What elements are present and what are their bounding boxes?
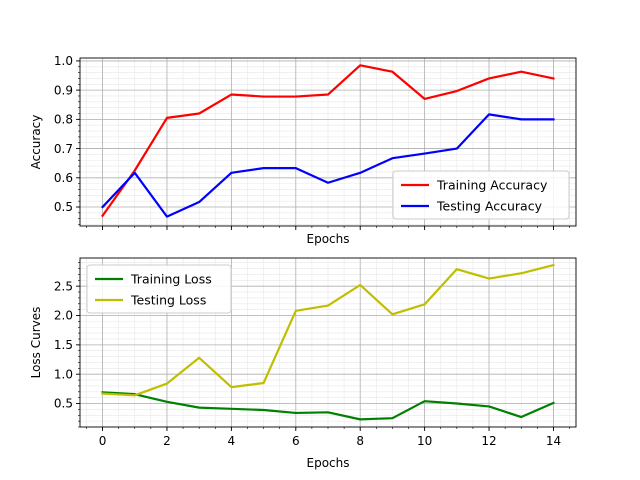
loss-chart: 0.5 1.0 1.5 2.0 2.5 0 2 4 6 8 10 12 14 Epochs Loss Cur… bbox=[29, 257, 577, 470]
legend-label-testing-loss: Testing Loss bbox=[130, 293, 206, 308]
y-axis-label: Accuracy bbox=[29, 115, 43, 170]
x-tick-label: 8 bbox=[356, 434, 364, 448]
series-line-training-accuracy bbox=[101, 64, 555, 218]
x-tick-label: 14 bbox=[546, 434, 561, 448]
series-line-testing-loss bbox=[101, 263, 555, 397]
series-line-training-loss bbox=[101, 391, 555, 421]
x-tick-label: 6 bbox=[292, 434, 300, 448]
y-tick-label: 1.0 bbox=[54, 367, 73, 381]
y-tick-label: 2.5 bbox=[54, 279, 73, 293]
x-tick-label: 0 bbox=[99, 434, 107, 448]
y-axis: 0.5 0.6 0.7 0.8 0.9 1.0 bbox=[54, 54, 80, 225]
y-axis: 0.5 1.0 1.5 2.0 2.5 bbox=[54, 262, 80, 428]
series-group bbox=[101, 263, 555, 421]
x-axis-label: Epochs bbox=[307, 456, 350, 470]
y-tick-label: 1.0 bbox=[54, 54, 73, 68]
x-axis bbox=[86, 226, 570, 230]
x-tick-label: 2 bbox=[163, 434, 171, 448]
series-group bbox=[100, 64, 555, 218]
x-tick-label: 4 bbox=[228, 434, 236, 448]
y-tick-label: 1.5 bbox=[54, 338, 73, 352]
legend-label-testing-accuracy: Testing Accuracy bbox=[436, 199, 543, 214]
y-tick-label: 0.7 bbox=[54, 142, 73, 156]
x-axis-label: Epochs bbox=[307, 232, 350, 246]
legend: Training Accuracy Testing Accuracy bbox=[392, 170, 570, 220]
series-line-testing-accuracy bbox=[100, 113, 555, 218]
legend: Training Loss Testing Loss bbox=[86, 264, 232, 314]
y-tick-label: 0.5 bbox=[54, 200, 73, 214]
x-axis: 0 2 4 6 8 10 12 14 bbox=[86, 427, 570, 448]
legend-label-training-accuracy: Training Accuracy bbox=[436, 178, 548, 193]
legend-box bbox=[392, 170, 570, 220]
legend-label-training-loss: Training Loss bbox=[130, 272, 212, 287]
y-tick-label: 0.5 bbox=[54, 397, 73, 411]
y-axis-label: Loss Curves bbox=[29, 307, 43, 379]
accuracy-chart: 0.5 0.6 0.7 0.8 0.9 1.0 Epochs Accuracy Training… bbox=[29, 54, 577, 246]
y-tick-label: 0.6 bbox=[54, 171, 73, 185]
y-tick-label: 2.0 bbox=[54, 309, 73, 323]
y-tick-label: 0.8 bbox=[54, 113, 73, 127]
y-tick-label: 0.9 bbox=[54, 83, 73, 97]
x-tick-label: 12 bbox=[481, 434, 496, 448]
x-tick-label: 10 bbox=[417, 434, 432, 448]
